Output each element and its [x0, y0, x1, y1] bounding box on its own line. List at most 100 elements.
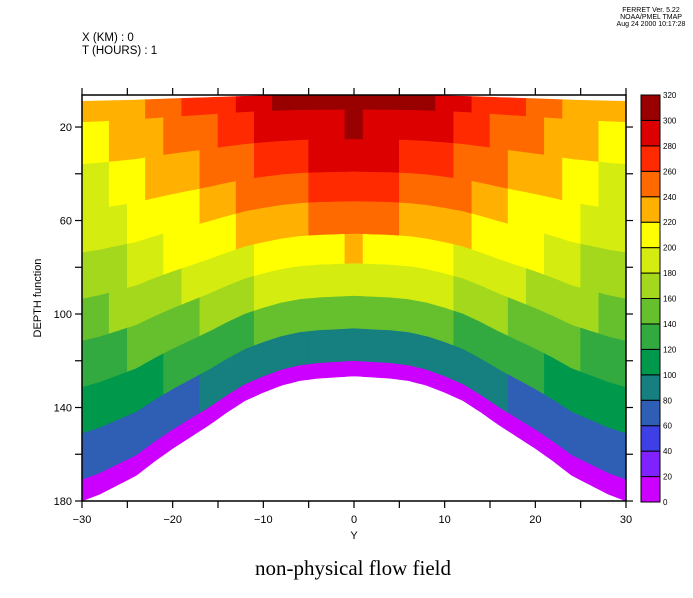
heatmap-cell: [217, 112, 237, 149]
heatmap-cell: [616, 384, 627, 435]
heatmap-cell: [290, 172, 309, 205]
heatmap-cell: [380, 201, 400, 237]
colorbar-label: 180: [663, 269, 677, 278]
heatmap-cell: [417, 267, 436, 306]
heatmap-cell: [435, 110, 455, 144]
heatmap-cell: [362, 234, 382, 265]
colorbar-swatch: [640, 119, 661, 147]
heatmap-cell: [145, 154, 164, 201]
heatmap-cell: [90, 161, 110, 210]
heatmap-cell: [598, 423, 618, 478]
heatmap-cell: [598, 247, 618, 298]
heatmap-cell: [435, 271, 455, 312]
heatmap-cell: [127, 238, 146, 289]
heatmap-cell: [562, 99, 581, 121]
colorbar-swatch: [640, 348, 661, 376]
heatmap-cell: [145, 196, 164, 240]
colorbar-swatch: [640, 94, 661, 121]
heatmap-cell: [616, 296, 627, 342]
heatmap-cell: [380, 234, 400, 267]
heatmap-cell: [562, 200, 581, 245]
heatmap-cell: [544, 233, 563, 283]
heatmap-cell: [507, 223, 527, 270]
heatmap-cell: [344, 263, 364, 297]
heatmap-cell: [507, 97, 527, 117]
heatmap-cell: [598, 333, 618, 386]
heatmap-cell: [580, 415, 600, 470]
heatmap-cell: [380, 329, 400, 365]
heatmap-cell: [525, 116, 545, 156]
heatmap-cell: [544, 98, 563, 120]
heatmap-cell: [127, 118, 146, 161]
heatmap-cells: [81, 94, 627, 502]
heatmap-cell: [344, 328, 364, 363]
x-tick-label: 10: [439, 514, 451, 526]
heatmap-cell: [290, 265, 309, 302]
heatmap-cell: [217, 213, 237, 257]
heatmap-cell: [489, 113, 509, 151]
heatmap-cell: [217, 145, 237, 186]
heatmap-cell: [308, 94, 328, 111]
heatmap-cell: [272, 334, 291, 374]
heatmap-cell: [272, 173, 291, 208]
colorbar-swatch: [640, 450, 661, 478]
heatmap-cell: [580, 203, 600, 249]
heatmap-cell: [326, 201, 346, 236]
heatmap-cell: [399, 202, 418, 239]
colorbar-label: 60: [663, 422, 672, 431]
x-tick-label: −20: [163, 514, 182, 526]
heatmap-cell: [507, 115, 527, 154]
heatmap-cell: [235, 95, 255, 114]
heatmap-cell: [308, 109, 328, 141]
heatmap-cell: [344, 233, 364, 265]
colorbar-swatch: [640, 247, 661, 274]
heatmap-cell: [163, 98, 183, 119]
colorbar-label: 0: [663, 498, 668, 507]
heatmap-cell: [108, 203, 128, 249]
heatmap-cell: [399, 172, 418, 205]
heatmap-cell: [272, 267, 291, 306]
heatmap-cell: [127, 99, 146, 121]
heatmap-cell: [108, 287, 128, 335]
heatmap-cell: [326, 263, 346, 298]
colorbar-label: 240: [663, 193, 677, 202]
colorbar-label: 160: [663, 295, 677, 304]
heatmap-cell: [580, 371, 600, 425]
x-tick-label: 20: [529, 514, 541, 526]
heatmap-cell: [344, 201, 364, 235]
heatmap-cell: [253, 175, 273, 211]
heatmap-cell: [290, 202, 309, 239]
heatmap-cell: [598, 120, 618, 165]
heatmap-cell: [272, 140, 291, 177]
heatmap-cell: [380, 109, 400, 141]
heatmap-cell: [344, 295, 364, 330]
colorbar-label: 220: [663, 218, 677, 227]
x-tick-label: 30: [620, 514, 632, 526]
colorbar-label: 300: [663, 116, 677, 125]
heatmap-cell: [380, 362, 400, 380]
heatmap-cell: [598, 100, 618, 123]
heatmap-cell: [181, 115, 201, 154]
heatmap-cell: [616, 430, 627, 481]
heatmap-cell: [217, 180, 237, 220]
heatmap-cell: [362, 361, 382, 379]
heatmap-cell: [90, 247, 110, 298]
heatmap-cell: [163, 152, 183, 197]
heatmap-cell: [108, 243, 128, 294]
heatmap-cell: [598, 206, 618, 252]
heatmap-cell: [90, 292, 110, 340]
colorbar-label: 260: [663, 167, 677, 176]
heatmap-cell: [272, 300, 291, 340]
heatmap-cell: [326, 109, 346, 141]
y-axis-label: DEPTH function: [32, 259, 44, 338]
heatmap-cell: [616, 100, 627, 123]
heatmap-cell: [344, 171, 364, 203]
heatmap-cell: [81, 338, 92, 388]
heatmap-cell: [380, 297, 400, 332]
heatmap-cell: [525, 152, 545, 197]
heatmap-cell: [562, 281, 581, 329]
heatmap-cell: [507, 188, 527, 230]
heatmap-cell: [580, 243, 600, 294]
heatmap-cell: [544, 154, 563, 201]
